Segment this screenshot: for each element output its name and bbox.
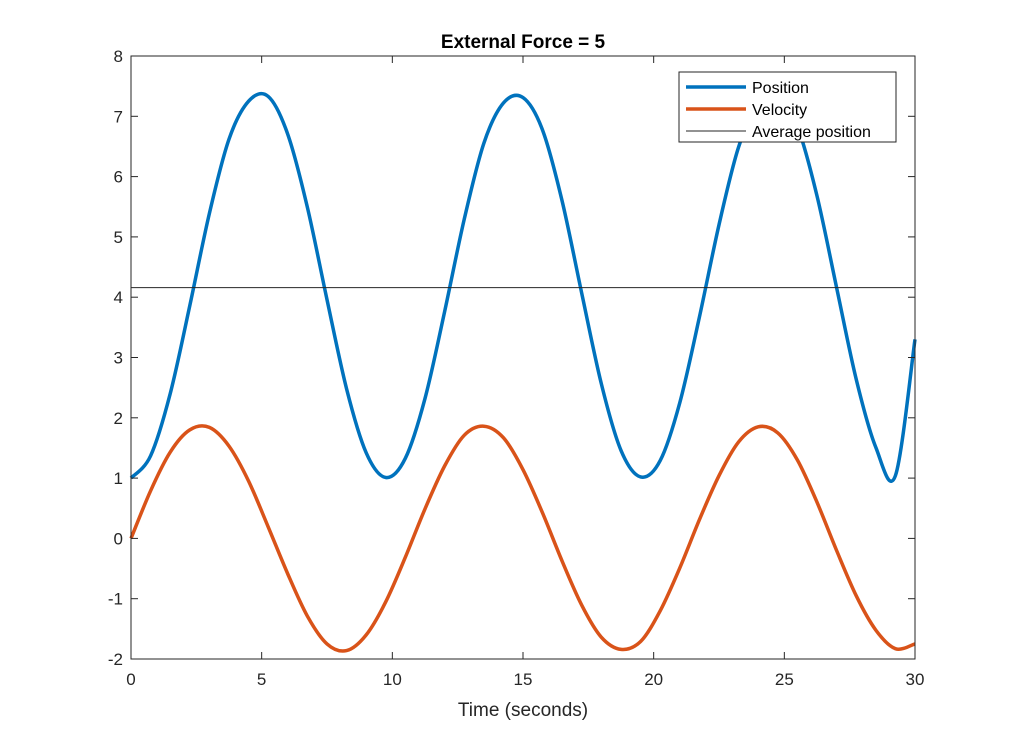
series-line-velocity [129,424,916,653]
y-tick-label: 2 [114,409,123,428]
x-tick-label: 30 [906,670,925,689]
x-tick-label: 15 [514,670,533,689]
y-tick-label: -1 [108,590,123,609]
y-tick-label: -2 [108,650,123,669]
legend-label: Average position [752,124,871,141]
y-tick-label: 5 [114,228,123,247]
y-tick-label: 1 [114,469,123,488]
x-tick-label: 25 [775,670,794,689]
legend-label: Velocity [752,102,807,119]
y-tick-label: 7 [114,107,123,126]
x-tick-label: 10 [383,670,402,689]
y-tick-label: 3 [114,349,123,368]
y-tick-label: 8 [114,47,123,66]
x-tick-label: 20 [644,670,663,689]
x-tick-label: 5 [257,670,266,689]
y-tick-label: 0 [114,529,123,548]
legend-box [678,71,897,143]
plot-background [131,56,915,659]
x-axis-label: Time (seconds) [458,700,588,721]
x-tick-label: 0 [126,670,135,689]
y-tick-label: 4 [114,288,123,307]
y-tick-label: 6 [114,168,123,187]
ticks-layer: 0 5 10 15 20 25 30 -2 -1 0 1 2 3 4 5 6 7 8 [108,47,925,689]
legend-label: Position [752,80,809,97]
legend: Position Velocity Average position [678,71,897,143]
chart-title: External Force = 5 [441,32,606,53]
